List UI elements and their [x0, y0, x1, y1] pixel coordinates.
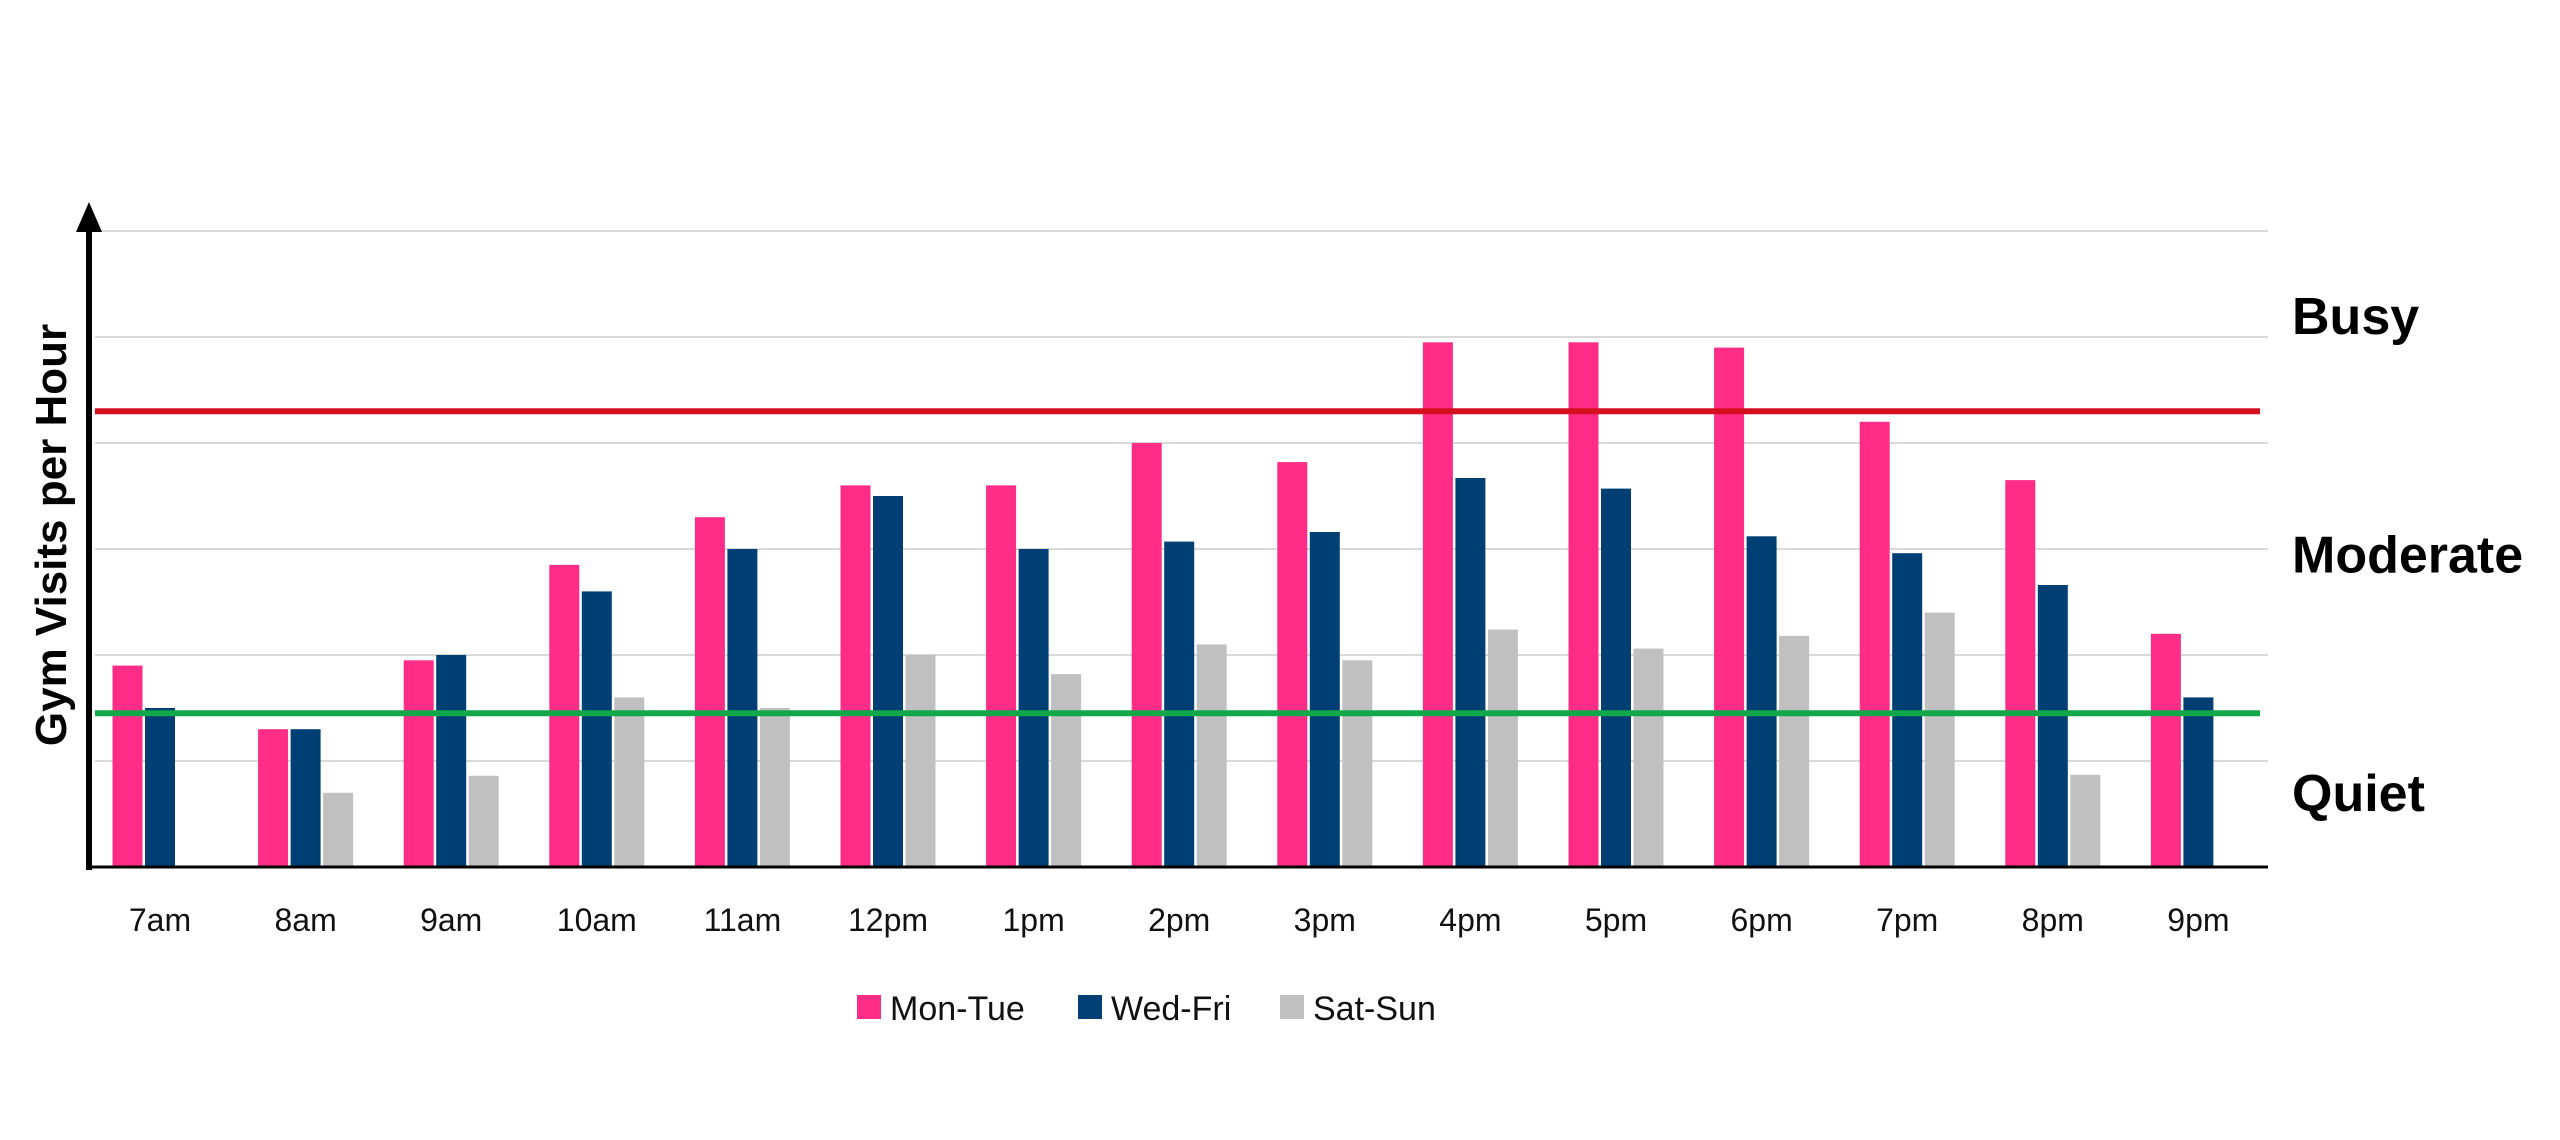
bar-wed-fri-5pm [1601, 488, 1631, 867]
bar-sat-sun-1pm [1051, 674, 1082, 867]
x-tick-labels: 7am 8am 9am 10am 11am 12pm 1pm 2pm 3pm 4pm 5pm 6pm 7… [129, 902, 2230, 938]
bar-mon-tue-6pm [1714, 347, 1745, 868]
bar-sat-sun-7pm [1924, 612, 1955, 867]
bar-wed-fri-11am [727, 549, 758, 867]
x-tick-7am: 7am [129, 902, 191, 938]
legend-label-sat-sun: Sat-Sun [1313, 990, 1436, 1028]
bar-sat-sun-5pm [1633, 648, 1664, 867]
bar-sat-sun-12pm [905, 655, 936, 867]
bar-wed-fri-7am [145, 708, 175, 867]
legend-label-mon-tue: Mon-Tue [890, 990, 1025, 1028]
x-tick-7pm: 7pm [1876, 902, 1938, 938]
bar-sat-sun-9am [468, 775, 499, 867]
bar-mon-tue-8pm [2005, 480, 2036, 867]
bar-wed-fri-6pm [1746, 536, 1777, 867]
x-tick-9am: 9am [420, 902, 482, 938]
threshold-lines [95, 408, 2260, 717]
band-label-quiet: Quiet [2292, 765, 2425, 823]
x-tick-12pm: 12pm [848, 902, 928, 938]
bar-sat-sun-8am [323, 792, 354, 867]
bars [112, 342, 2214, 868]
x-tick-2pm: 2pm [1148, 902, 1210, 938]
x-tick-11am: 11am [704, 902, 782, 938]
bar-mon-tue-5pm [1568, 342, 1599, 867]
bar-mon-tue-1pm [986, 485, 1017, 867]
bar-sat-sun-4pm [1487, 629, 1518, 867]
band-label-busy: Busy [2292, 288, 2419, 346]
legend-swatch-wed-fri [1078, 995, 1102, 1019]
bar-mon-tue-2pm [1131, 443, 1162, 867]
axes [76, 202, 2268, 870]
x-tick-9pm: 9pm [2167, 902, 2229, 938]
bar-mon-tue-4pm [1422, 342, 1453, 867]
bar-wed-fri-2pm [1164, 541, 1195, 867]
bar-wed-fri-12pm [873, 496, 903, 867]
bar-wed-fri-9pm [2183, 697, 2214, 867]
legend: Mon-Tue Wed-Fri Sat-Sun [857, 990, 1436, 1028]
bar-wed-fri-4pm [1455, 478, 1486, 867]
bar-wed-fri-8pm [2037, 585, 2068, 867]
y-axis-label: Gym Visits per Hour [27, 324, 76, 746]
legend-label-wed-fri: Wed-Fri [1111, 990, 1231, 1028]
bar-sat-sun-10am [614, 697, 645, 867]
x-tick-4pm: 4pm [1439, 902, 1501, 938]
bar-sat-sun-6pm [1779, 635, 1810, 867]
bar-sat-sun-8pm [2070, 774, 2101, 867]
band-labels: Busy Moderate Quiet [2292, 288, 2523, 823]
bar-mon-tue-9am [403, 660, 434, 867]
bar-mon-tue-12pm [840, 485, 871, 867]
bar-mon-tue-9pm [2150, 633, 2181, 867]
legend-swatch-sat-sun [1280, 995, 1304, 1019]
bar-mon-tue-7am [112, 665, 143, 867]
x-tick-3pm: 3pm [1294, 902, 1356, 938]
band-label-moderate: Moderate [2292, 526, 2523, 584]
legend-swatch-mon-tue [857, 995, 881, 1019]
x-tick-5pm: 5pm [1585, 902, 1647, 938]
x-tick-8am: 8am [274, 902, 336, 938]
x-tick-1pm: 1pm [1002, 902, 1064, 938]
bar-mon-tue-7pm [1859, 421, 1890, 867]
bar-wed-fri-3pm [1309, 532, 1340, 867]
bar-sat-sun-2pm [1196, 644, 1227, 867]
y-axis-arrow-icon [76, 202, 102, 232]
bar-mon-tue-8am [258, 729, 289, 867]
bar-wed-fri-9am [436, 655, 467, 867]
x-tick-6pm: 6pm [1730, 902, 1792, 938]
bar-mon-tue-11am [694, 517, 725, 867]
bar-wed-fri-1pm [1018, 549, 1049, 867]
x-tick-10am: 10am [557, 902, 637, 938]
bar-wed-fri-8am [290, 729, 321, 867]
bar-wed-fri-7pm [1892, 553, 1923, 867]
bar-sat-sun-11am [759, 708, 790, 867]
x-tick-8pm: 8pm [2022, 902, 2084, 938]
bar-mon-tue-3pm [1277, 462, 1308, 867]
bar-wed-fri-10am [581, 591, 612, 867]
bar-sat-sun-3pm [1342, 660, 1373, 867]
